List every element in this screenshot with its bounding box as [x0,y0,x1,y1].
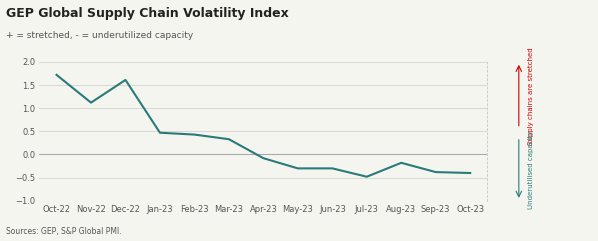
Text: + = stretched, - = underutilized capacity: + = stretched, - = underutilized capacit… [6,31,193,40]
Text: Sources: GEP, S&P Global PMI.: Sources: GEP, S&P Global PMI. [6,227,121,236]
Text: Supply chains are stretched: Supply chains are stretched [528,48,534,145]
Text: GEP Global Supply Chain Volatility Index: GEP Global Supply Chain Volatility Index [6,7,289,20]
Text: Underutilised capacity: Underutilised capacity [528,131,534,209]
